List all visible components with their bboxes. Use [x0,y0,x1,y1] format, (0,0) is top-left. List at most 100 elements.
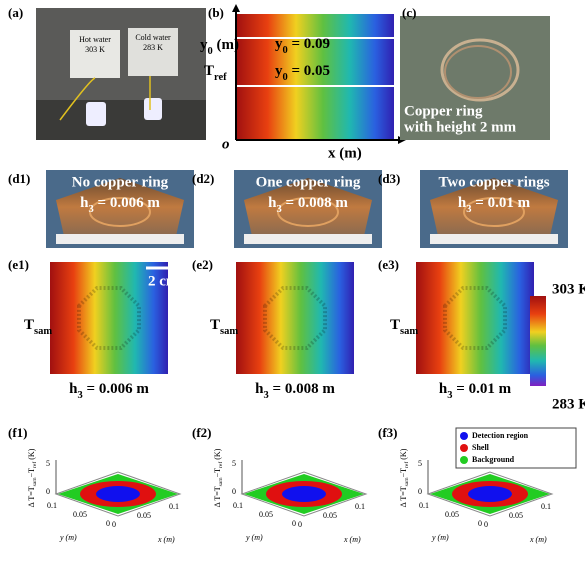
y-tick-label: 0.05 [259,510,273,519]
map-label: Tsam [24,317,52,336]
map-label-part: sam [220,326,238,337]
heatmap-ring [443,286,507,350]
legend-entry: Background [472,455,515,464]
photo-annotation-part: h [268,195,277,211]
legend-marker [460,432,468,440]
photo-annotation-part: h [458,195,467,211]
photo-copper [244,178,372,236]
x-tick-label: 0.05 [323,511,337,520]
panel-label: (d1) [8,171,30,186]
map-label-part: sam [34,326,52,337]
x-tick-label: 0 [112,520,116,529]
photo-text: Cold water [135,33,171,42]
map-caption-part: 3 [447,390,452,401]
y-tick-label: 0.05 [445,510,459,519]
photo-ring [463,197,525,227]
y-tick-label: 0 [292,519,296,528]
scale-label: 2 cm [148,273,179,289]
photo-annotation-part: = 0.006 m [94,195,161,211]
photo-annotation-part: 3 [89,204,94,215]
photo-annotation-part: = 0.01 m [472,195,531,211]
temperature-field [236,14,394,140]
panel-label: (e2) [192,257,213,272]
z-axis-label-part: −T [27,468,36,478]
x-axis-label: x (m) [529,535,547,544]
z-axis-label-part: Δ T=T [27,486,36,507]
y-tick-label: 0 [478,519,482,528]
plot-box [54,471,182,517]
axis-label-part: y [200,37,208,53]
colorbar-label: 283 K [552,396,585,412]
photo-title: One copper ring [256,174,361,190]
photo-annotation-part: = 0.008 m [282,195,349,211]
legend-marker [460,456,468,464]
photo-annotation-part: 3 [466,204,471,215]
z-axis-label-part: ref [217,462,224,468]
colorbar [530,296,546,386]
annotation-part: y [275,36,283,52]
y-tick-label: 0.1 [47,501,57,510]
heatmap [50,262,168,374]
x-tick-label: 0.05 [137,511,151,520]
y-axis-label: y (m) [245,533,263,542]
map-caption-part: 3 [78,390,83,401]
legend-box [455,427,577,469]
map-caption-part: h [69,381,78,397]
z-tick-label: 5 [418,459,422,468]
annotation-part: y [275,63,283,79]
z-axis-label-part: (K) [213,448,222,461]
map-caption: h3 = 0.008 m [255,381,335,400]
photo-ruler [430,234,558,244]
map-label: Tsam [390,317,418,336]
z-axis-label-part: Δ T=T [399,486,408,507]
z-tick-label: 0 [418,487,422,496]
detection-region [282,486,326,502]
annotation-part: = 0.05 [288,63,330,79]
heatmap [416,262,534,374]
map-label-part: T [390,317,400,333]
map-caption-part: 3 [264,390,269,401]
photo-annotation-part: h [80,195,89,211]
map-caption: h3 = 0.01 m [439,381,512,400]
photo-annotation: h3 = 0.01 m [458,195,531,214]
z-axis-label-part: −T [213,468,222,478]
photo-copper [430,178,558,236]
z-axis-label-part: −T [399,468,408,478]
y-tick-label: 0 [106,519,110,528]
x-tick-label: 0 [298,520,302,529]
legend-marker [460,444,468,452]
x-tick-label: 0.1 [541,502,551,511]
axis-label: y0 (m) [200,37,239,56]
x-tick-label: 0.1 [355,502,365,511]
photo-a [36,8,206,140]
x-axis-label: x (m) [343,535,361,544]
plot-box [426,471,554,517]
map-caption-part: = 0.008 m [269,381,336,397]
panel-label: (f1) [8,425,28,440]
axis-label-part: T [204,63,214,79]
map-label-part: sam [400,326,418,337]
heatmap-ring [263,286,327,350]
plot-box [240,471,368,517]
z-axis-label-part: sam [404,477,410,487]
heatmap-ring [77,286,141,350]
axis-label-part: 0 [208,46,213,57]
heatmap [236,262,354,374]
annotation: y0 = 0.09 [275,36,330,55]
y-tick-label: 0.1 [233,501,243,510]
photo-text: Hot water [79,35,111,44]
z-axis-label: Δ T=Tsam−Tref (K) [27,448,38,507]
y-tick-label: 0.05 [73,510,87,519]
photo-caption: Copper ring [404,103,483,119]
z-axis-label-part: (K) [27,448,36,461]
panel-label: (d3) [378,171,400,186]
panel-label: (f2) [192,425,212,440]
detection-region [96,486,140,502]
map-label-part: T [24,317,34,333]
annotation-part: = 0.09 [288,36,330,52]
photo-annotation: h3 = 0.008 m [268,195,348,214]
axis-label-part: (m) [213,37,239,53]
photo-c [400,16,550,140]
y-axis-label: y (m) [431,533,449,542]
legend-entry: Shell [472,443,490,452]
